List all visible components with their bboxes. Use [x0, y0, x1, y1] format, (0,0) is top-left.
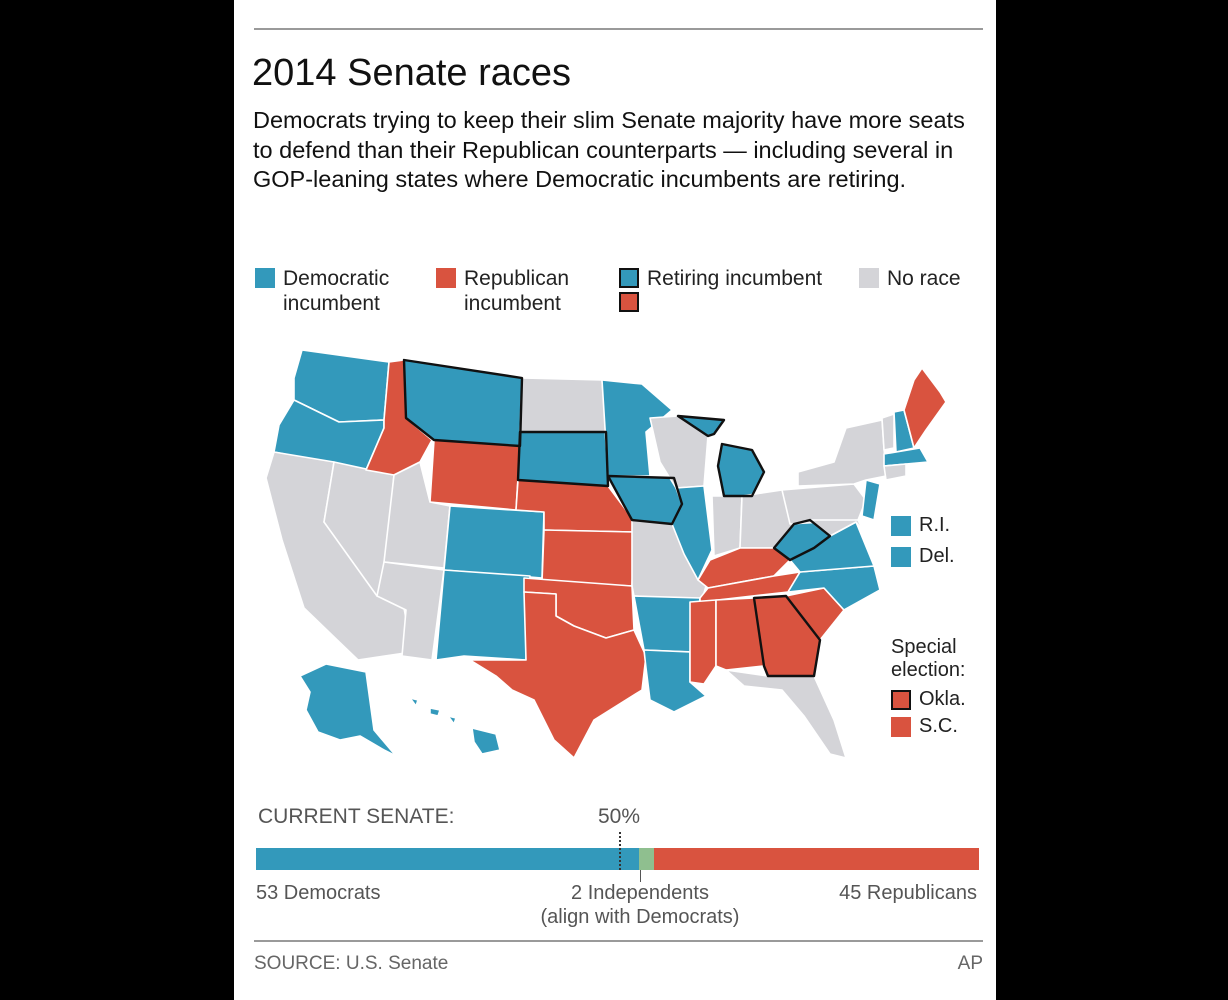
legend-label-democratic: Democratic incumbent — [283, 267, 390, 315]
state-wy — [429, 439, 521, 511]
state-nj — [861, 479, 881, 521]
state-al — [715, 597, 765, 671]
legend-label-retiring: Retiring incumbent — [647, 267, 823, 290]
retiring-outline-mi — [676, 414, 766, 498]
bar-independents — [639, 848, 654, 870]
state-in — [711, 495, 743, 557]
special-sc: S.C. — [891, 715, 958, 738]
bar-republicans — [653, 848, 979, 870]
ri-text: R.I. — [919, 514, 951, 536]
legend-democratic: Democratic incumbent — [255, 266, 389, 316]
legend-republican: Republican incumbent — [436, 266, 569, 316]
republicans-label: 45 Republicans — [839, 882, 977, 904]
legend-swatches-retiring — [619, 266, 639, 312]
graphic-description: Democrats trying to keep their slim Sena… — [253, 107, 965, 192]
okla-text: Okla. — [919, 688, 966, 710]
legend-swatch-no-race — [859, 268, 879, 288]
state-ny — [797, 419, 887, 487]
retiring-outline-mt — [402, 358, 524, 448]
retiring-outline-layer — [402, 358, 832, 678]
source-note: SOURCE: U.S. Senate — [254, 953, 449, 974]
legend-no-race: No race — [859, 266, 961, 291]
credit: AP — [957, 953, 983, 974]
us-senate-map — [265, 349, 947, 759]
retiring-outline-sd — [516, 430, 610, 488]
state-ct — [883, 463, 907, 481]
state-co — [443, 505, 545, 579]
state-ma — [883, 447, 929, 467]
state-hi — [409, 697, 501, 755]
sc-swatch — [891, 716, 911, 737]
state-tx — [469, 591, 647, 759]
half-mark-label: 50% — [598, 805, 641, 828]
ri-swatch — [891, 515, 911, 536]
legend-retiring: Retiring incumbent — [619, 266, 822, 312]
graphic-title: 2014 Senate races — [252, 52, 572, 94]
graphic-panel: 2014 Senate races Democrats trying to ke… — [234, 0, 996, 1000]
state-ks — [541, 529, 635, 587]
bar-democrats — [256, 848, 640, 870]
okla-swatch — [891, 689, 911, 710]
special-okla: Okla. — [891, 688, 966, 711]
independents-label: 2 Independents (align with Democrats) — [540, 882, 740, 928]
legend-label-republican: Republican incumbent — [464, 267, 570, 315]
state-ak — [299, 663, 397, 757]
legend-swatch-retiring-dem — [619, 268, 639, 288]
del-text: Del. — [919, 545, 955, 567]
legend-swatch-retiring-rep — [619, 292, 639, 312]
retiring-outline-wv — [772, 518, 832, 562]
legend-swatch-democratic — [255, 268, 275, 288]
retiring-outline-ia — [606, 474, 684, 526]
sc-text: S.C. — [919, 715, 958, 737]
democrats-label: 53 Democrats — [256, 882, 381, 904]
top-rule — [254, 28, 983, 30]
state-nm — [435, 569, 531, 661]
state-sd — [517, 431, 609, 487]
state-ms — [689, 599, 717, 685]
del-swatch — [891, 546, 911, 567]
bottom-rule — [254, 940, 983, 942]
state-me — [903, 367, 947, 449]
half-mark-line — [619, 832, 621, 870]
state-fl — [725, 669, 847, 759]
state-vt — [881, 413, 895, 451]
current-senate-label: CURRENT SENATE: — [258, 805, 455, 828]
independents-tick — [640, 870, 641, 882]
retiring-outline-ga — [752, 594, 822, 678]
label-ri: R.I. — [891, 514, 950, 537]
special-election-title: Special election: — [891, 636, 966, 681]
state-pa — [781, 483, 867, 525]
label-del: Del. — [891, 545, 955, 568]
legend-swatch-republican — [436, 268, 456, 288]
senate-bar — [256, 848, 979, 870]
state-nd — [519, 377, 607, 433]
legend-label-no-race: No race — [887, 267, 961, 290]
